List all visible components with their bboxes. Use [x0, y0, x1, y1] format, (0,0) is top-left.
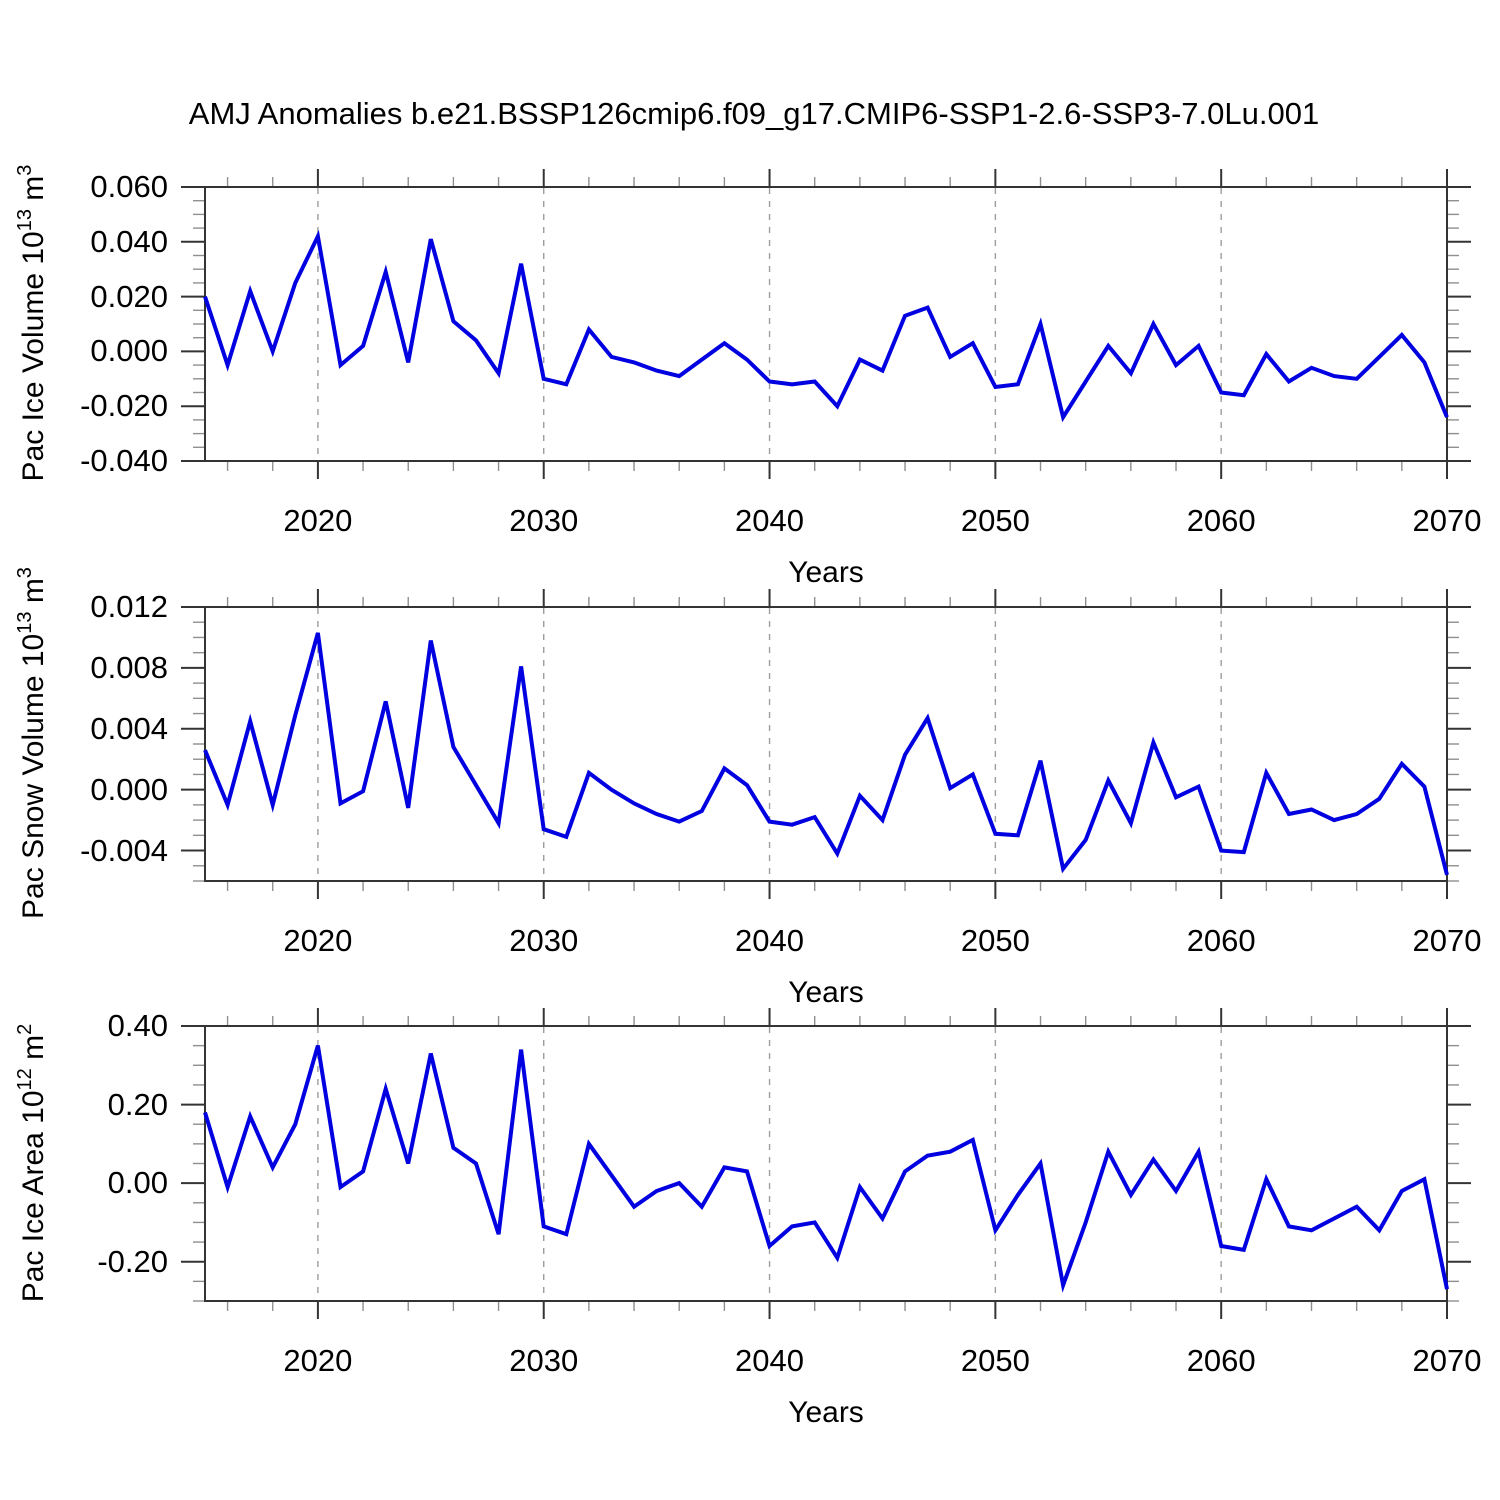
x-tick-label: 2070: [1412, 923, 1482, 958]
x-tick-label: 2020: [283, 1343, 353, 1378]
y-tick-label: 0.000: [90, 333, 168, 369]
x-tick-label: 2040: [735, 923, 805, 958]
x-tick-label: 2020: [283, 503, 353, 538]
series-line-pac-ice-volume: [203, 229, 1449, 423]
y-tick-label: 0.020: [90, 278, 168, 314]
x-tick-label: 2050: [960, 923, 1030, 958]
y-tick-label: 0.000: [90, 771, 168, 807]
x-tick-label: 2020: [283, 923, 353, 958]
panel-pac-ice-area: [181, 1008, 1471, 1319]
series-line-pac-snow-volume: [203, 632, 1449, 876]
y-tick-label: 0.012: [90, 589, 168, 624]
y-tick-label: 0.008: [90, 649, 168, 685]
plot-box: [204, 606, 1448, 882]
x-tick-label: 2060: [1186, 923, 1256, 958]
y-tick-label: 0.004: [90, 710, 168, 746]
x-tick-label: 2070: [1412, 503, 1482, 538]
y-tick-label: -0.004: [80, 832, 168, 868]
series-line-pac-ice-area: [203, 1045, 1449, 1293]
y-tick-label: -0.020: [80, 388, 168, 424]
x-tick-label: 2050: [960, 1343, 1030, 1378]
y-axis-title-pac-ice-area: Pac Ice Area 1012 m2: [14, 923, 51, 1403]
y-tick-label: 0.060: [90, 169, 168, 204]
plot-box: [204, 1025, 1448, 1302]
x-tick-label: 2050: [960, 503, 1030, 538]
x-tick-label: 2060: [1186, 503, 1256, 538]
y-tick-label: 0.00: [107, 1165, 168, 1201]
x-tick-label: 2030: [509, 923, 579, 958]
plot-box: [204, 186, 1448, 462]
chart-title: AMJ Anomalies b.e21.BSSP126cmip6.f09_g17…: [188, 96, 1320, 131]
x-axis-title-years-middle: Years: [788, 976, 864, 1009]
x-tick-label: 2030: [509, 1343, 579, 1378]
panel-pac-ice-volume: [181, 169, 1471, 479]
x-tick-label: 2070: [1412, 1343, 1482, 1378]
x-tick-label: 2060: [1186, 1343, 1256, 1378]
x-tick-label: 2040: [735, 1343, 805, 1378]
x-tick-label: 2040: [735, 503, 805, 538]
x-axis-title-years-bottom: Years: [788, 1396, 864, 1429]
y-tick-label: -0.20: [97, 1243, 168, 1279]
y-tick-label: -0.040: [80, 443, 168, 478]
y-axis-title-pac-ice-volume: Pac Ice Volume 1013 m3: [14, 83, 51, 563]
x-axis-title-years-top: Years: [788, 556, 864, 589]
panel-pac-snow-volume: [181, 589, 1471, 899]
y-tick-label: 0.20: [107, 1086, 168, 1122]
y-tick-label: 0.040: [90, 223, 168, 259]
exponent-text: 3: [14, 567, 36, 579]
x-tick-label: 2030: [509, 503, 579, 538]
y-tick-label: 0.40: [107, 1008, 168, 1043]
